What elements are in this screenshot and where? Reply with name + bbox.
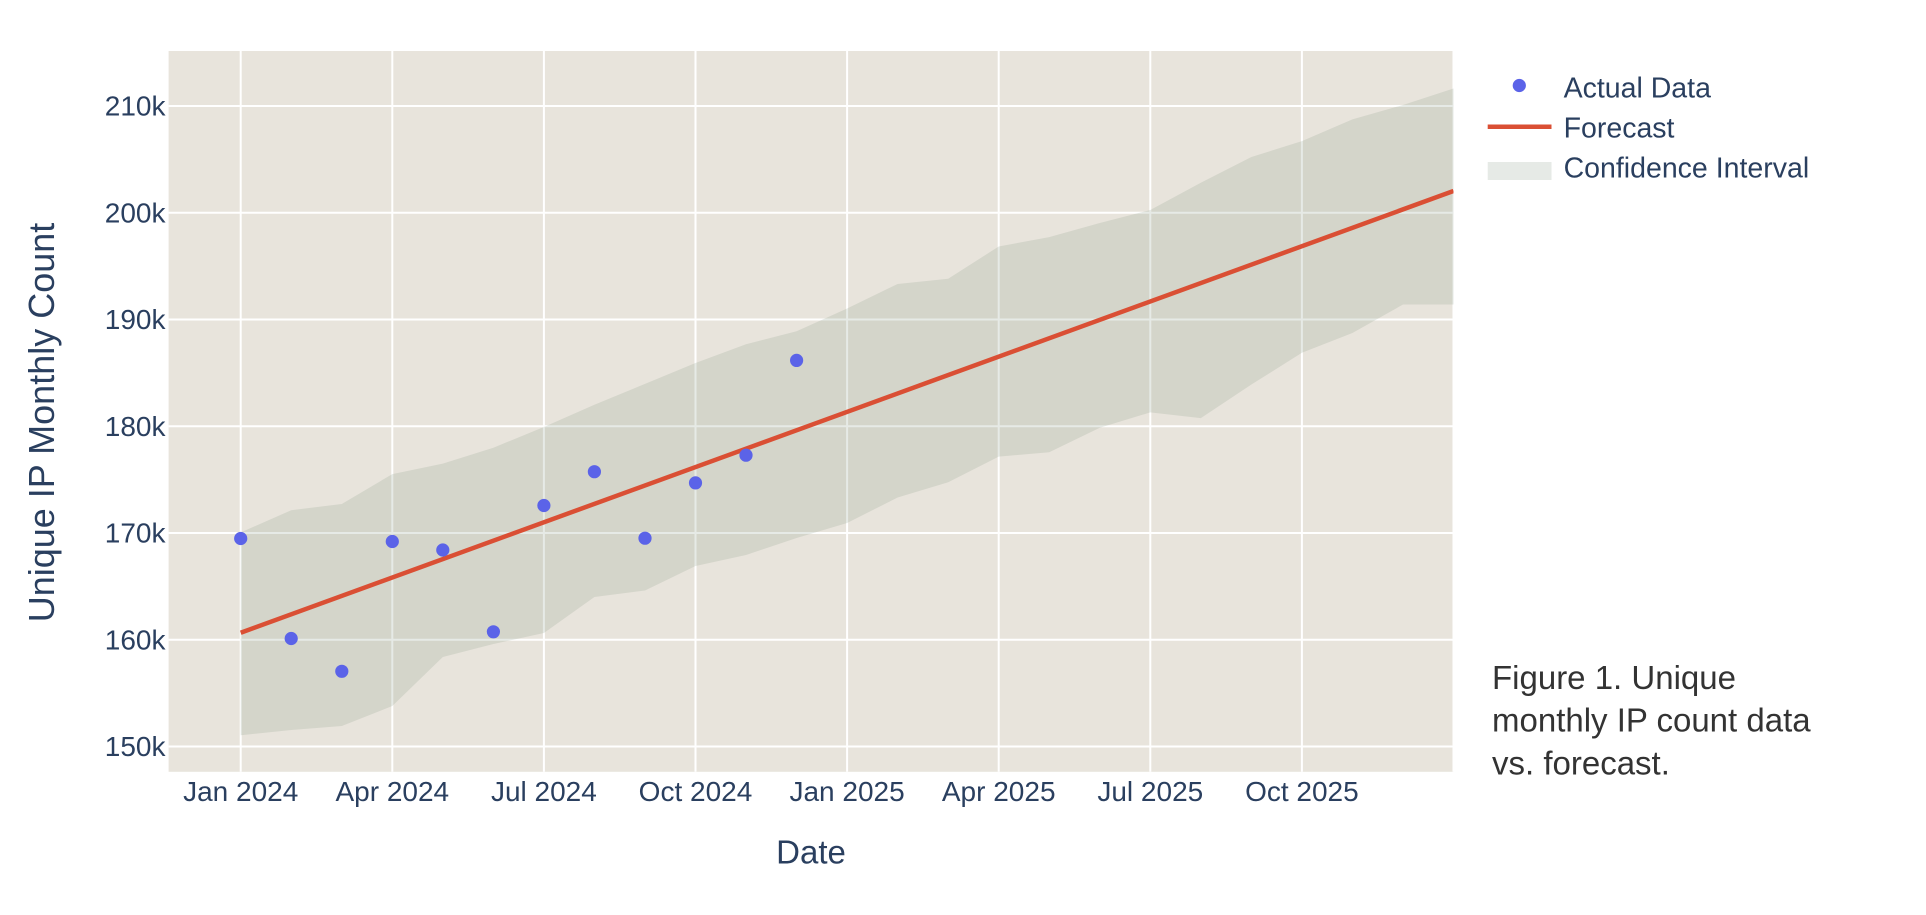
svg-text:Actual Data: Actual Data <box>1564 72 1711 104</box>
svg-text:Oct 2025: Oct 2025 <box>1245 776 1359 807</box>
svg-text:Unique IP Monthly Count: Unique IP Monthly Count <box>21 223 62 623</box>
svg-text:Date: Date <box>776 834 846 871</box>
svg-text:Jul 2025: Jul 2025 <box>1097 776 1203 807</box>
svg-text:160k: 160k <box>105 624 167 655</box>
svg-text:150k: 150k <box>105 731 167 762</box>
svg-text:Apr 2025: Apr 2025 <box>942 776 1056 807</box>
svg-text:Apr 2024: Apr 2024 <box>335 776 449 807</box>
svg-text:200k: 200k <box>105 197 167 228</box>
svg-text:Forecast: Forecast <box>1564 112 1675 144</box>
svg-text:Confidence Interval: Confidence Interval <box>1564 152 1810 184</box>
svg-text:Figure 1. Unique: Figure 1. Unique <box>1492 659 1736 696</box>
svg-text:Oct 2024: Oct 2024 <box>639 776 753 807</box>
svg-text:Jul 2024: Jul 2024 <box>491 776 597 807</box>
svg-text:Jan 2025: Jan 2025 <box>789 776 904 807</box>
svg-text:170k: 170k <box>105 518 167 549</box>
svg-text:210k: 210k <box>105 91 167 122</box>
svg-text:180k: 180k <box>105 411 167 442</box>
svg-text:vs. forecast.: vs. forecast. <box>1492 744 1670 781</box>
svg-text:monthly IP count data: monthly IP count data <box>1492 702 1811 739</box>
svg-text:190k: 190k <box>105 304 167 335</box>
svg-text:Jan 2024: Jan 2024 <box>183 776 298 807</box>
